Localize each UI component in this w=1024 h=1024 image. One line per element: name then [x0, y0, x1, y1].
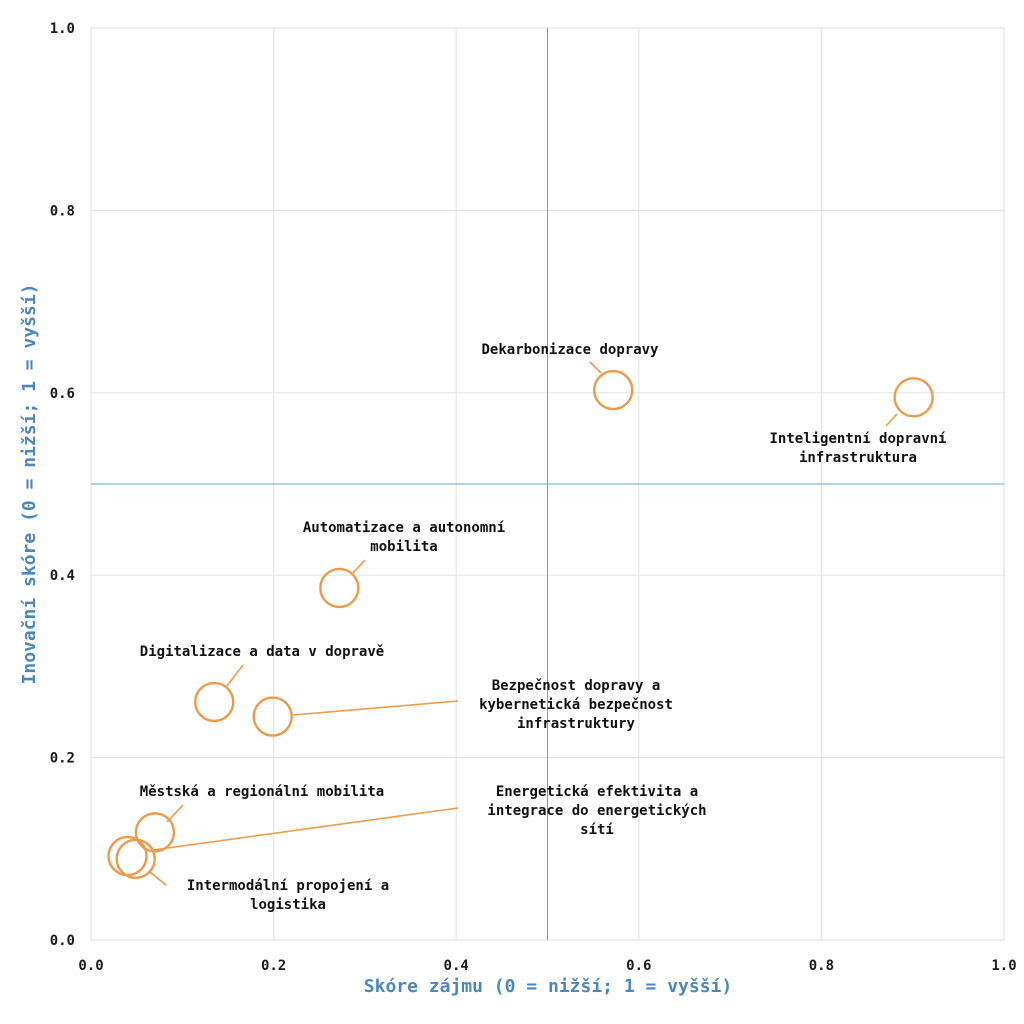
leader-line	[885, 413, 898, 427]
leader-lines	[145, 361, 898, 886]
data-point-label: Bezpečnost dopravy a	[492, 678, 661, 694]
data-point-marker	[194, 681, 235, 723]
data-point-marker	[893, 377, 934, 418]
data-point-label: integrace do energetických	[487, 803, 706, 819]
data-point-marker	[115, 838, 156, 880]
quadrant-lines	[91, 28, 1004, 940]
leader-line	[149, 871, 167, 886]
data-point-label: infrastruktury	[517, 716, 636, 732]
y-tick-label: 0.6	[50, 386, 75, 402]
leader-line	[226, 664, 244, 687]
x-tick-label: 0.8	[809, 958, 834, 974]
data-point-label: Digitalizace a data v dopravě	[140, 644, 384, 660]
point-labels: Dekarbonizace dopravy Inteligentní doprav…	[140, 342, 947, 913]
data-point-label: Dekarbonizace dopravy	[481, 342, 659, 358]
data-point-label: Intermodální propojení a	[187, 878, 389, 894]
x-tick-label: 0.2	[261, 958, 286, 974]
data-point-marker	[134, 812, 176, 853]
leader-line	[589, 361, 602, 374]
data-point-label: infrastruktura	[799, 450, 917, 466]
x-tick-label: 1.0	[991, 958, 1016, 974]
data-point-marker	[593, 369, 634, 411]
data-point-marker	[319, 567, 360, 609]
y-tick-label: 1.0	[50, 21, 75, 37]
data-point-label: Inteligentní dopravní	[769, 431, 946, 447]
data-point-label: logistika	[250, 897, 326, 913]
x-axis-title: Skóre zájmu (0 = nižší; 1 = vyšší)	[364, 976, 732, 997]
y-axis-title: Inovační skóre (0 = nižší; 1 = vyšší)	[19, 284, 40, 685]
data-point-label: Automatizace a autonomní	[303, 520, 505, 536]
y-tick-label: 0.8	[50, 203, 75, 219]
x-tick-label: 0.6	[626, 958, 651, 974]
tick-labels: 0.0 0.2 0.4 0.6 0.8 1.0 0.0 0.2 0.4 0.6 0.8 1.0	[50, 21, 1017, 974]
x-tick-label: 0.4	[444, 958, 469, 974]
leader-line	[292, 700, 459, 716]
markers	[107, 369, 934, 880]
data-point-label: mobilita	[370, 539, 437, 555]
data-point-label: kybernetická bezpečnost	[479, 697, 673, 713]
y-tick-label: 0.4	[50, 568, 75, 584]
leader-line	[145, 807, 459, 852]
data-point-label: sítí	[580, 822, 614, 838]
y-tick-label: 0.0	[50, 933, 75, 949]
x-tick-label: 0.0	[78, 958, 103, 974]
leader-line	[352, 559, 366, 574]
data-point-label: Energetická efektivita a	[496, 784, 698, 800]
y-tick-label: 0.2	[50, 751, 75, 767]
data-point-label: Městská a regionální mobilita	[140, 784, 384, 800]
data-point-marker	[252, 696, 293, 737]
